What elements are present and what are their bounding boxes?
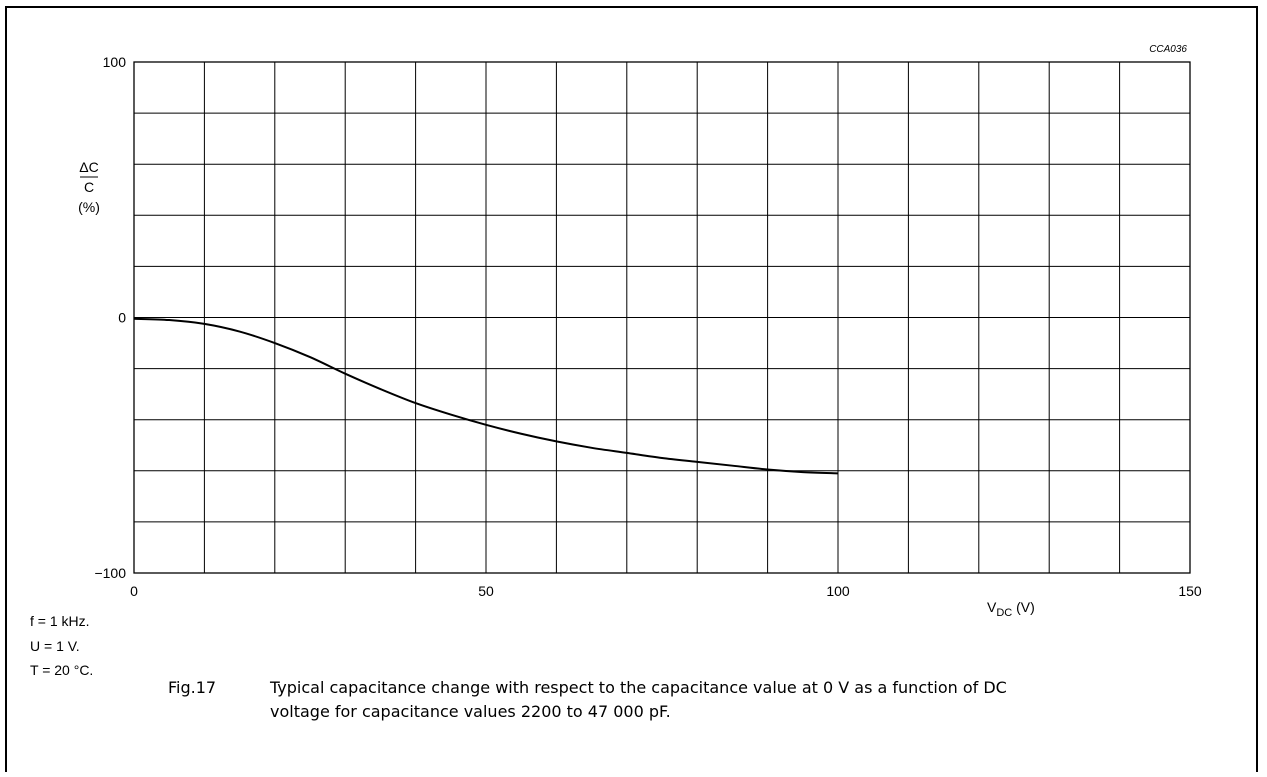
x-tick-label: 0 [130, 583, 138, 599]
plot-border [133, 61, 1191, 574]
figure-caption: Fig.17 Typical capacitance change with re… [168, 676, 1068, 724]
condition-voltage: U = 1 V. [30, 638, 80, 654]
grid [134, 62, 1190, 573]
y-tick-label: −100 [94, 565, 126, 581]
figure-frame [5, 6, 1258, 772]
series-line [133, 317, 839, 475]
condition-temperature: T = 20 °C. [30, 662, 94, 678]
x-tick-label: 50 [478, 583, 494, 599]
figure-code: CCA036 [1149, 44, 1187, 55]
ylabel-top: ΔC [79, 159, 98, 175]
x-tick-label: 150 [1178, 583, 1202, 599]
caption-text: Typical capacitance change with respect … [270, 678, 1007, 721]
x-tick-label: 100 [826, 583, 850, 599]
condition-frequency: f = 1 kHz. [30, 613, 90, 629]
xlabel: VDC (V) [987, 599, 1035, 619]
ylabel-bottom: C [84, 179, 94, 195]
y-tick-label: 100 [103, 54, 127, 70]
y-tick-label: 0 [118, 310, 126, 326]
caption-number: Fig.17 [168, 678, 217, 697]
ylabel-unit: (%) [78, 199, 100, 215]
